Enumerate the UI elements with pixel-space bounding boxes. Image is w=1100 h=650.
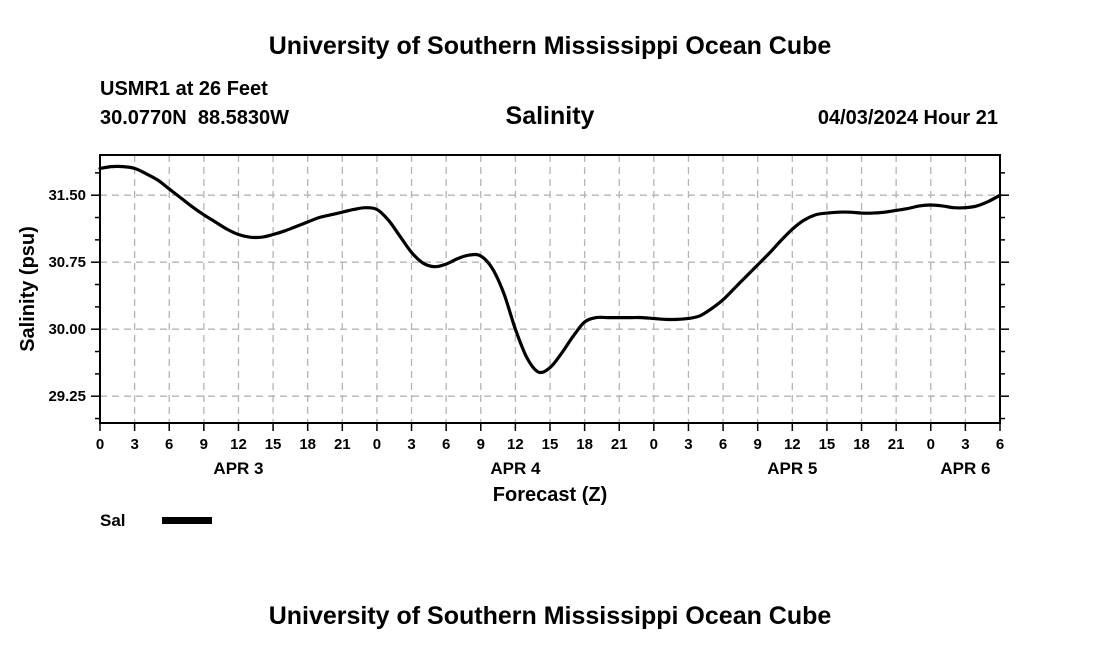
y-tick-label: 31.50 (48, 187, 86, 204)
y-axis-title: Salinity (psu) (17, 226, 39, 352)
x-tick-label: 6 (719, 436, 727, 453)
x-tick-label: 21 (611, 436, 628, 453)
x-tick-label: 0 (373, 436, 381, 453)
x-tick-label: 3 (407, 436, 415, 453)
station-label: USMR1 at 26 Feet (100, 78, 268, 100)
x-tick-label: 3 (961, 436, 969, 453)
x-tick-label: 6 (165, 436, 173, 453)
x-tick-label: 3 (130, 436, 138, 453)
x-tick-label: 9 (754, 436, 762, 453)
legend-swatch-sal (162, 517, 212, 524)
x-tick-label: 6 (996, 436, 1004, 453)
grid-lines (100, 155, 1000, 423)
x-tick-label: 18 (576, 436, 593, 453)
x-tick-label: 18 (853, 436, 870, 453)
date-label: APR 4 (490, 459, 541, 478)
y-tick-labels: 29.25 30.00 30.75 31.50 (48, 187, 86, 405)
x-tick-label: 12 (230, 436, 247, 453)
x-tick-label: 15 (265, 436, 282, 453)
x-tick-label: 12 (784, 436, 801, 453)
footer-title: University of Southern Mississippi Ocean… (269, 602, 832, 630)
x-tick-label: 6 (442, 436, 450, 453)
x-tick-labels: 0 3 6 9 12 15 18 21 0 3 6 9 12 15 18 21 0 3 6 9 12 15 18 21 0 3 6 (96, 436, 1004, 453)
x-tick-label: 12 (507, 436, 524, 453)
date-labels: APR 3 APR 4 APR 5 APR 6 (213, 459, 990, 478)
salinity-series-line (98, 164, 1002, 375)
x-tick-label: 0 (96, 436, 104, 453)
x-tick-label: 0 (927, 436, 935, 453)
x-tick-label: 0 (650, 436, 658, 453)
x-tick-label: 21 (888, 436, 905, 453)
date-label: APR 3 (213, 459, 263, 478)
coords-label: 30.0770N 88.5830W (100, 107, 289, 129)
datetime-label: 04/03/2024 Hour 21 (818, 107, 998, 129)
page-title: University of Southern Mississippi Ocean… (269, 32, 832, 60)
y-tick-label: 30.75 (48, 254, 86, 271)
x-tick-label: 3 (684, 436, 692, 453)
x-tick-label: 9 (200, 436, 208, 453)
y-tick-label: 30.00 (48, 321, 86, 338)
legend-label-sal: Sal (100, 511, 126, 530)
y-tick-label: 29.25 (48, 388, 86, 405)
x-tick-label: 15 (819, 436, 836, 453)
x-axis-title: Forecast (Z) (493, 484, 607, 506)
x-tick-label: 21 (334, 436, 351, 453)
date-label: APR 5 (767, 459, 817, 478)
x-tick-label: 18 (299, 436, 316, 453)
plot-frame (99, 154, 1001, 424)
chart-title: Salinity (506, 102, 595, 130)
axis-ticks (91, 172, 1009, 431)
date-label: APR 6 (940, 459, 990, 478)
x-tick-label: 15 (542, 436, 559, 453)
x-tick-label: 9 (477, 436, 485, 453)
